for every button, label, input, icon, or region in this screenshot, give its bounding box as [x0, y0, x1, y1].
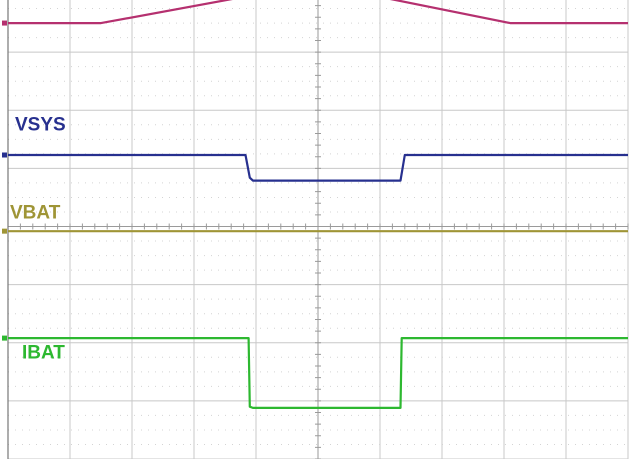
channel-marker-ibat	[2, 335, 7, 341]
channel-marker-vbat	[2, 228, 7, 234]
trace-labels: VIN VSYS VBAT IBAT	[10, 0, 66, 363]
label-vbat: VBAT	[10, 202, 61, 223]
label-vin: VIN	[28, 0, 60, 4]
trace-ibat	[8, 337, 628, 409]
label-vsys: VSYS	[15, 115, 66, 136]
graticule-grid	[7, 0, 629, 459]
trace-vin	[8, 0, 628, 25]
channel-marker-vsys	[2, 152, 7, 158]
waveform-traces	[2, 0, 628, 409]
channel-marker-vin	[2, 20, 7, 26]
label-ibat: IBAT	[22, 342, 65, 363]
trace-vsys	[8, 153, 628, 182]
